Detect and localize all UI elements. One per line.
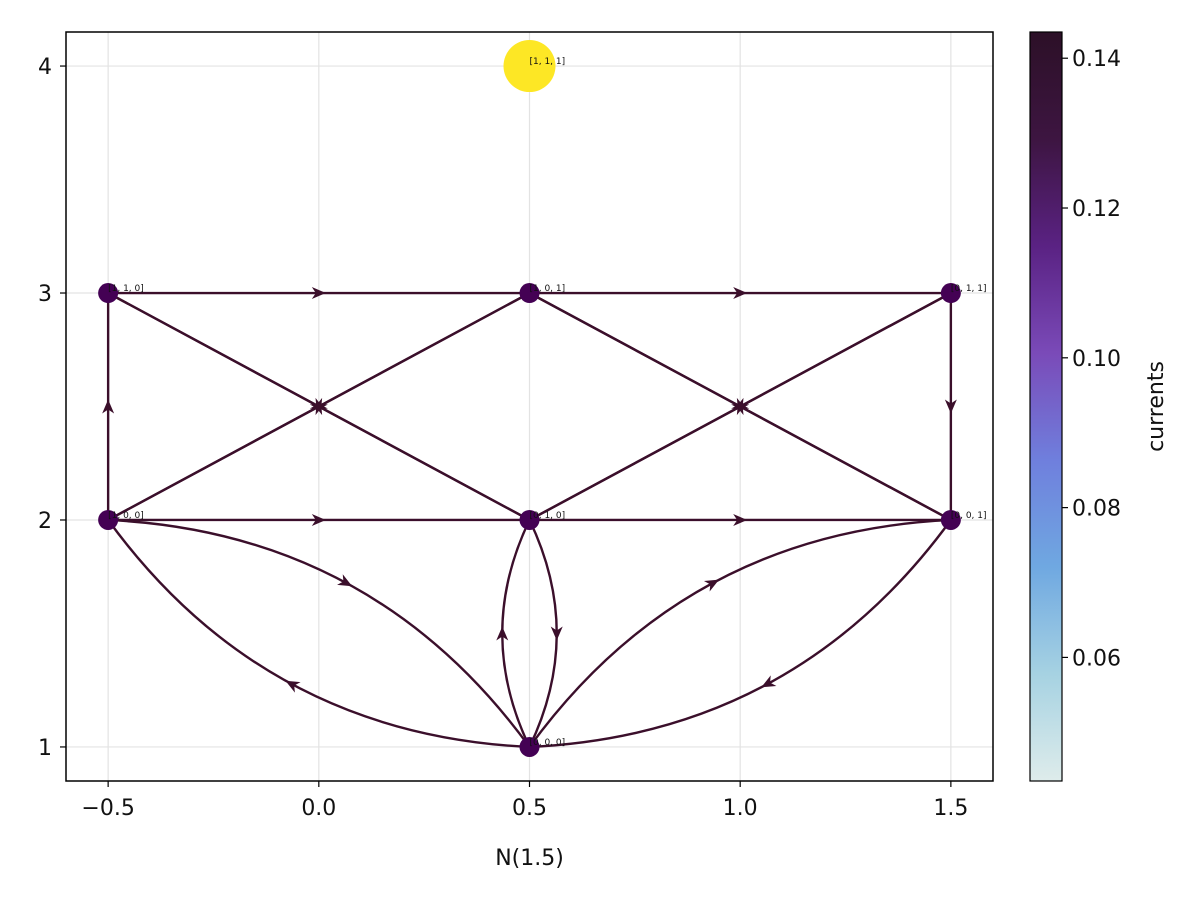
edge-arrowhead — [312, 403, 328, 416]
x-tick-label: −0.5 — [81, 796, 134, 821]
edge-arrowhead — [496, 626, 509, 641]
y-tick-label: 1 — [38, 736, 52, 761]
edge-arrowhead — [944, 399, 957, 414]
colorbar-tick-label: 0.14 — [1072, 47, 1121, 72]
edge-arrowhead — [733, 287, 748, 300]
colorbar-tick-label: 0.08 — [1072, 497, 1121, 522]
node — [940, 283, 961, 304]
x-tick-label: 1.5 — [933, 796, 968, 821]
edge — [528, 519, 558, 748]
colorbar-gradient — [1029, 31, 1063, 782]
edge-arrowhead — [761, 675, 777, 688]
node-highlighted — [503, 40, 556, 93]
node-label: [1, 1, 0] — [108, 284, 144, 294]
axis-ticks: −0.5 0.0 0.5 1.0 1.5 1 2 3 4 — [38, 55, 968, 821]
node — [519, 509, 540, 530]
node-label: [1, 0, 0] — [108, 511, 144, 521]
edge-arrowhead — [102, 399, 115, 414]
edge-arrowhead — [703, 579, 720, 592]
colorbar-tick-label: 0.06 — [1072, 646, 1121, 671]
nodes: [0, 0, 0] [1, 0, 0] [0, 1, 0] [0, 0, 1] [1, … — [98, 40, 987, 757]
edge-arrowhead — [733, 513, 748, 526]
node-label: [1, 1, 1] — [530, 57, 566, 67]
node — [519, 283, 540, 304]
edge-arrowhead — [550, 626, 563, 641]
y-tick-label: 2 — [38, 509, 52, 534]
grid-lines — [66, 32, 993, 781]
x-tick-label: 0.5 — [512, 796, 547, 821]
y-tick-label: 3 — [38, 282, 52, 307]
edge-arrowhead — [311, 513, 326, 526]
colorbar-tick-label: 0.10 — [1072, 347, 1121, 372]
edges — [102, 287, 957, 749]
node-label: [0, 1, 0] — [530, 511, 566, 521]
x-axis-label: N(1.5) — [495, 846, 564, 871]
edge-arrowhead — [285, 680, 301, 693]
node — [98, 283, 119, 304]
colorbar: 0.06 0.08 0.10 0.12 0.14 currents — [1029, 31, 1169, 782]
edge — [501, 519, 531, 748]
node — [940, 509, 961, 530]
x-tick-label: 1.0 — [723, 796, 758, 821]
edge-arrowhead — [311, 287, 326, 300]
node-label: [0, 0, 1] — [951, 511, 987, 521]
colorbar-tick-label: 0.12 — [1072, 197, 1121, 222]
edge-arrowhead — [734, 403, 750, 416]
node-label: [0, 1, 1] — [951, 284, 987, 294]
node — [98, 509, 119, 530]
node-label: [1, 0, 1] — [530, 284, 566, 294]
node — [519, 736, 540, 757]
node-label: [0, 0, 0] — [530, 738, 566, 748]
x-tick-label: 0.0 — [301, 796, 336, 821]
y-tick-label: 4 — [38, 55, 52, 80]
colorbar-ticks: 0.06 0.08 0.10 0.12 0.14 — [1062, 47, 1121, 671]
edge-arrowhead — [337, 574, 353, 587]
colorbar-label: currents — [1144, 361, 1169, 452]
